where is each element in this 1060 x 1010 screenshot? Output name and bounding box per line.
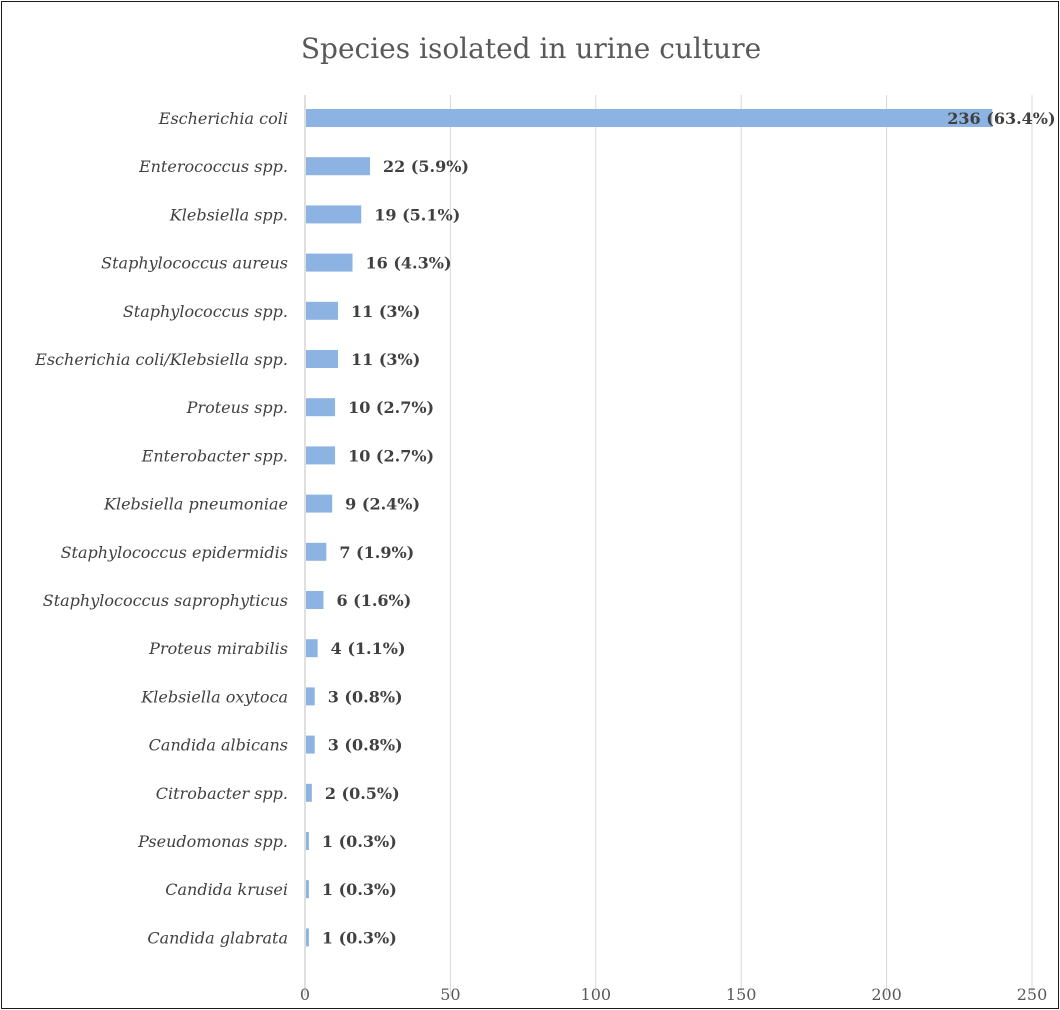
bar	[306, 542, 327, 561]
x-tick-label: 150	[726, 985, 757, 1004]
category-label: Klebsiella spp.	[169, 205, 288, 224]
category-label: Staphylococcus aureus	[101, 254, 288, 273]
bar	[306, 687, 315, 706]
bar	[306, 591, 324, 609]
bar	[306, 398, 336, 417]
bar	[306, 301, 338, 320]
category-label: Candida glabrata	[147, 928, 288, 947]
data-label: 11 (3%)	[351, 350, 420, 369]
x-tick-label: 200	[871, 985, 902, 1004]
chart-title: Species isolated in urine culture	[301, 32, 761, 65]
data-label: 1 (0.3%)	[322, 880, 397, 899]
data-label: 9 (2.4%)	[345, 495, 420, 514]
data-label: 7 (1.9%)	[339, 543, 414, 562]
x-tick-labels: 0 50 100 150 200 250	[300, 985, 1047, 1004]
data-label: 2 (0.5%)	[325, 784, 400, 803]
bar	[306, 880, 309, 899]
data-label: 19 (5.1%)	[374, 205, 460, 224]
category-label: Enterobacter spp.	[141, 446, 288, 465]
data-label: 10 (2.7%)	[348, 446, 434, 465]
category-label: Staphylococcus saprophyticus	[43, 591, 288, 610]
category-label: Staphylococcus epidermidis	[61, 543, 288, 562]
data-label: 236 (63.4%)	[947, 109, 1055, 128]
bar	[306, 205, 362, 224]
data-label: 3 (0.8%)	[328, 736, 403, 755]
category-label: Klebsiella pneumoniae	[103, 495, 288, 514]
data-label: 16 (4.3%)	[366, 254, 452, 273]
bars	[306, 109, 993, 947]
bar	[306, 832, 309, 850]
data-labels: 236 (63.4%) 22 (5.9%) 19 (5.1%) 16 (4.3%) 11…	[322, 109, 1056, 947]
category-label: Proteus spp.	[186, 398, 288, 417]
category-label: Enterococcus spp.	[138, 157, 288, 176]
category-label: Proteus mirabilis	[148, 639, 288, 658]
bar	[306, 735, 315, 754]
data-label: 22 (5.9%)	[383, 157, 469, 176]
category-labels: Escherichia coli Enterococcus spp. Klebsie…	[34, 109, 288, 947]
data-label: 3 (0.8%)	[328, 687, 403, 706]
category-label: Pseudomonas spp.	[137, 832, 288, 851]
category-label: Candida albicans	[149, 736, 288, 755]
gridlines	[304, 95, 1033, 996]
data-label: 4 (1.1%)	[331, 639, 406, 658]
bar	[306, 928, 309, 947]
bar	[306, 639, 318, 658]
category-label: Klebsiella oxytoca	[140, 687, 288, 706]
data-label: 1 (0.3%)	[322, 928, 397, 947]
category-label: Candida krusei	[165, 880, 288, 899]
data-label: 1 (0.3%)	[322, 832, 397, 851]
data-label: 6 (1.6%)	[336, 591, 411, 610]
data-label: 10 (2.7%)	[348, 398, 434, 417]
category-label: Citrobacter spp.	[156, 784, 288, 803]
category-label: Staphylococcus spp.	[123, 302, 288, 321]
x-tick-label: 50	[440, 985, 460, 1004]
x-tick-label: 0	[300, 985, 310, 1004]
x-tick-label: 250	[1017, 985, 1048, 1004]
bar	[306, 253, 353, 272]
bar	[306, 157, 370, 176]
bar	[306, 350, 338, 368]
bar	[306, 109, 993, 127]
category-label: Escherichia coli/Klebsiella spp.	[34, 350, 288, 369]
category-label: Escherichia coli	[158, 109, 288, 128]
bar	[306, 783, 312, 802]
bar	[306, 494, 333, 513]
bar	[306, 446, 336, 465]
x-tick-label: 100	[581, 985, 612, 1004]
data-label: 11 (3%)	[351, 302, 420, 321]
